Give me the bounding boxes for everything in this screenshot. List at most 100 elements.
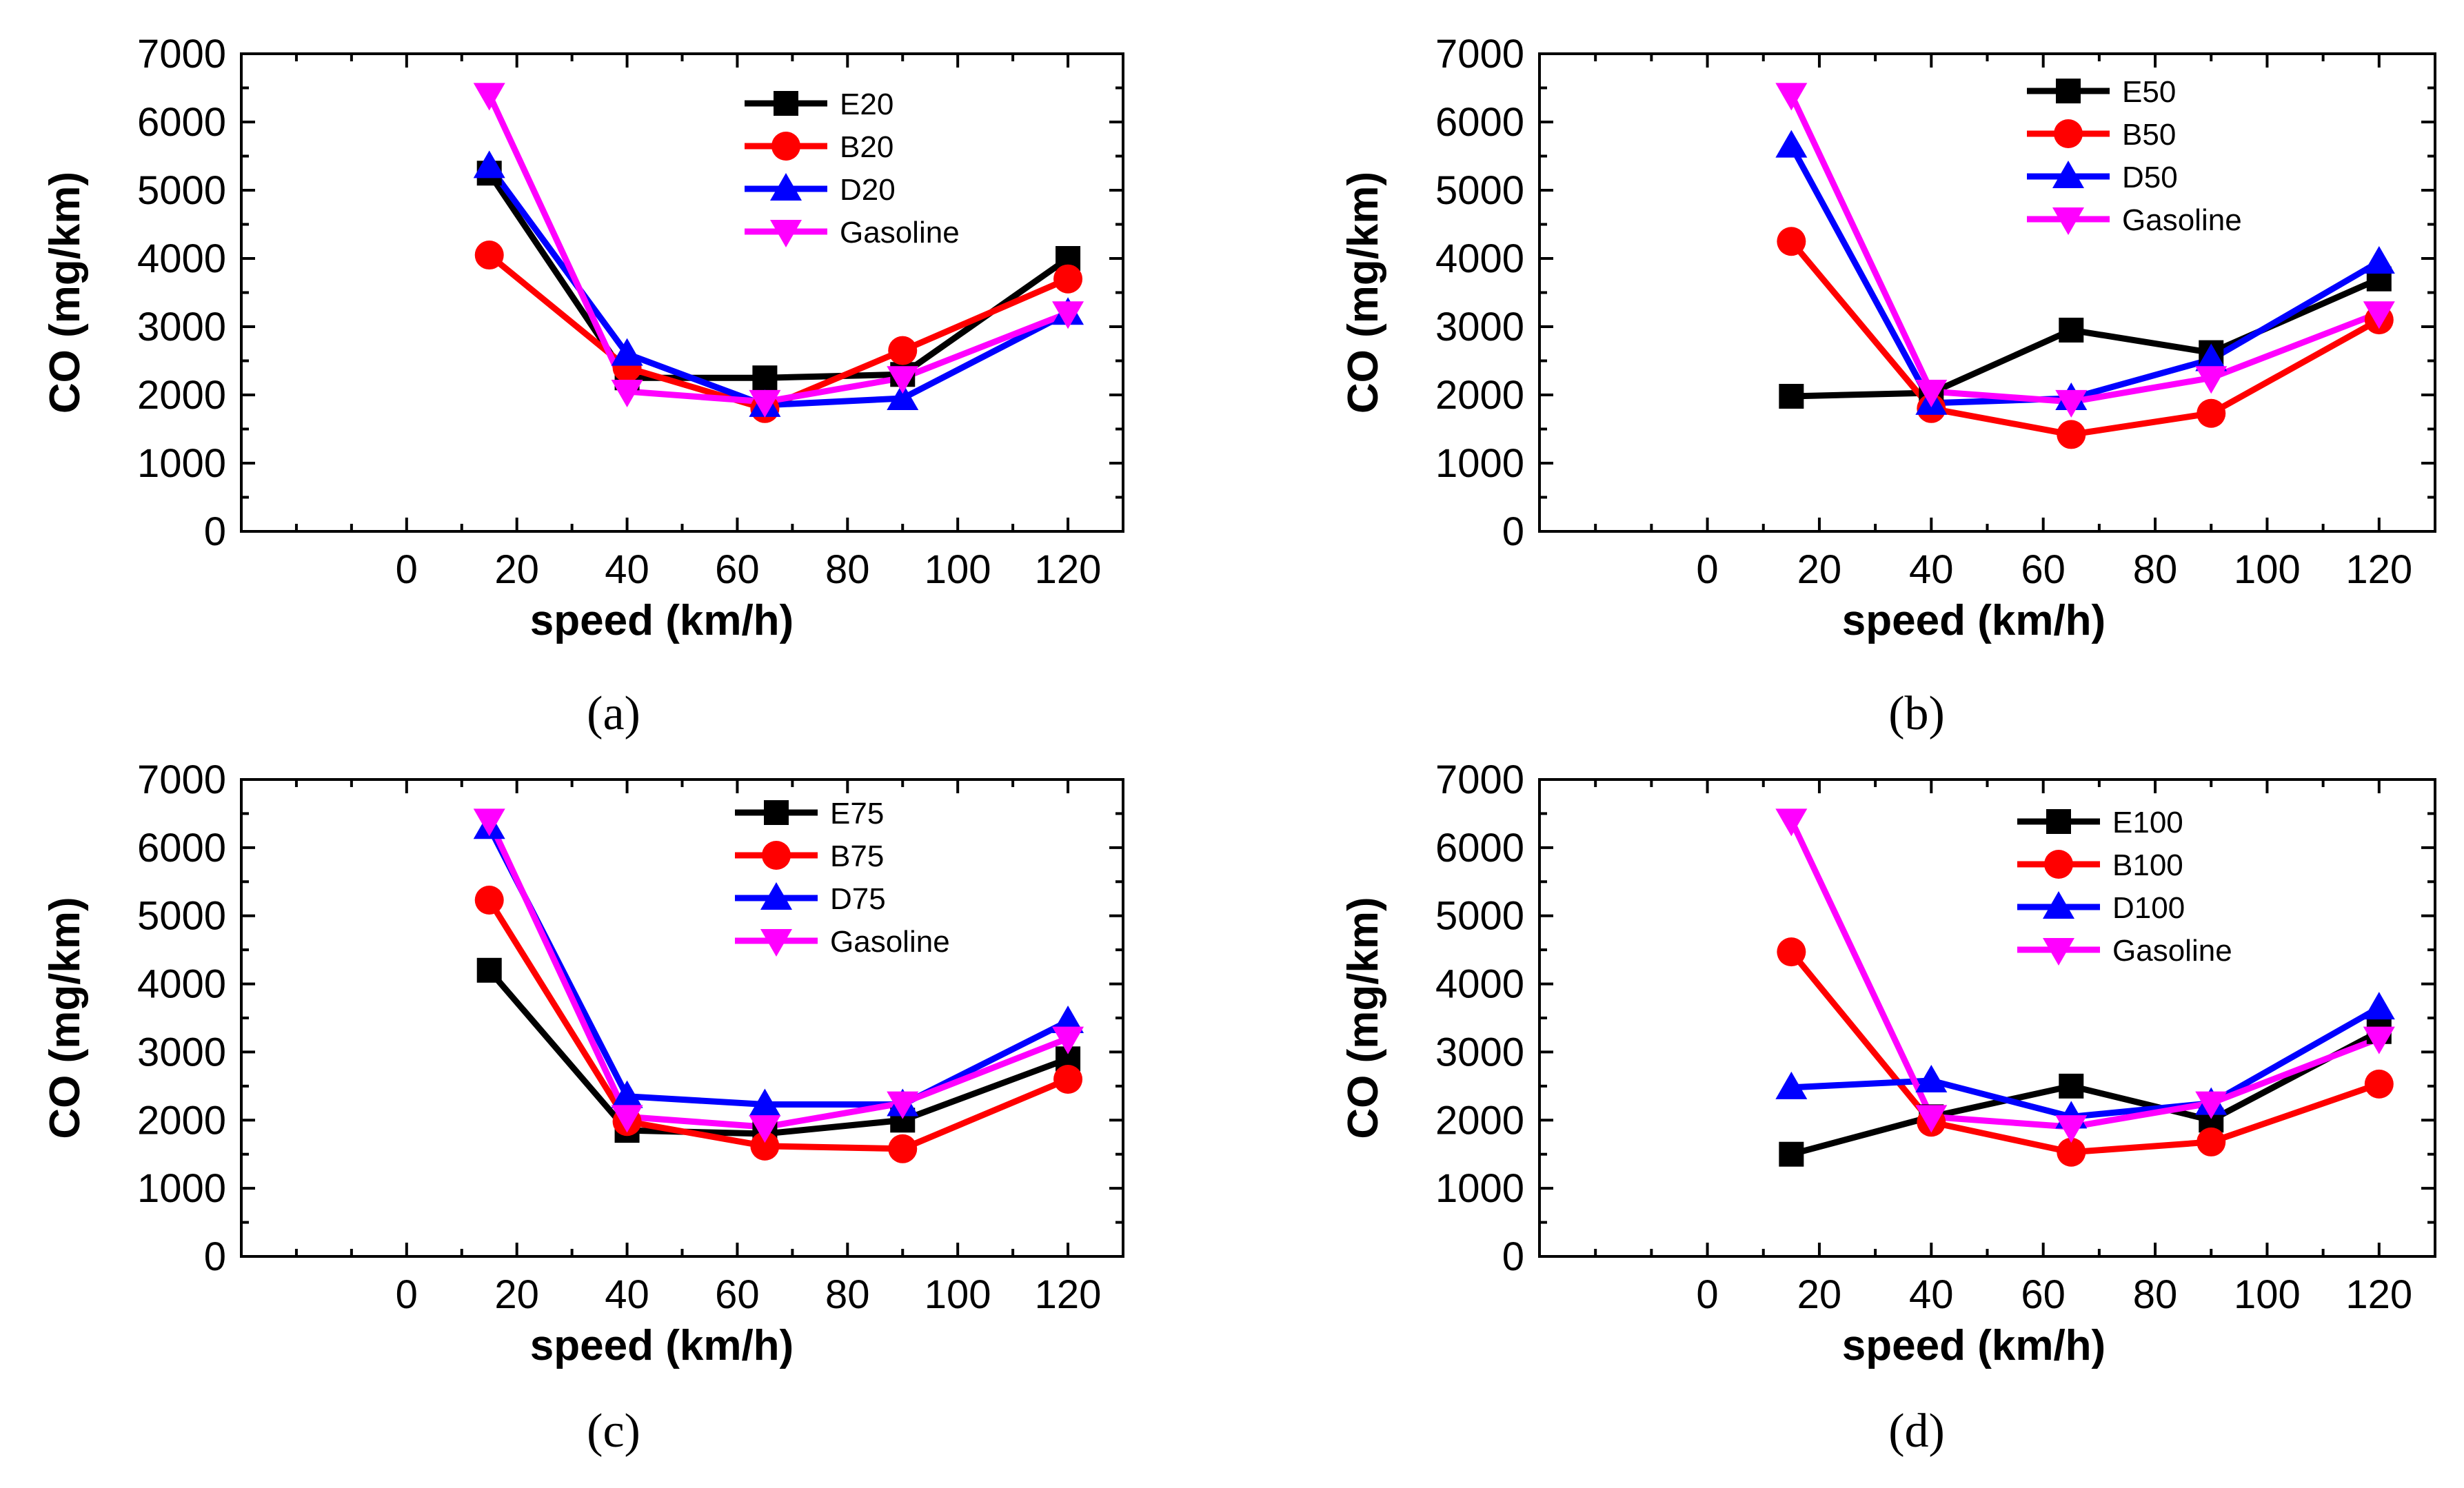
data-point-gasoline	[473, 808, 505, 837]
data-point-gasoline	[887, 366, 919, 394]
x-tick-label: 60	[2021, 1272, 2066, 1317]
series-line-gasoline	[1788, 93, 2381, 405]
x-tick-label: 40	[1909, 547, 1954, 592]
y-tick-label: 1000	[1435, 441, 1524, 486]
legend-marker-d75	[760, 882, 792, 910]
legend-label: E75	[830, 797, 884, 830]
y-tick-label: 6000	[1435, 826, 1524, 870]
x-tick-label: 100	[2234, 1272, 2301, 1317]
x-tick-label: 20	[494, 547, 539, 592]
legend-marker-d20	[770, 173, 802, 201]
data-point-b75	[888, 1134, 918, 1163]
data-point-e50	[1779, 383, 1804, 409]
legend-marker-b20	[771, 132, 800, 161]
data-point-b50	[2197, 398, 2226, 428]
x-tick-label: 120	[1035, 547, 1102, 592]
y-tick-label: 4000	[1435, 236, 1524, 281]
data-point-e75	[476, 957, 502, 983]
chart-panel-d: 0 20 40 60 80 100 120 0 1000 2000 3000 4000 5000 6000…	[1340, 757, 2436, 1458]
x-tick-label: 80	[2133, 1272, 2178, 1317]
panel-caption: (d)	[1888, 1405, 1945, 1458]
x-axis-title: speed (km/h)	[530, 597, 794, 644]
legend-marker-gasoline	[770, 220, 802, 247]
x-tick-label: 40	[605, 1272, 649, 1317]
y-tick-label: 0	[1502, 1234, 1524, 1279]
y-tick-label: 3000	[137, 1030, 226, 1074]
y-axis-title: CO (mg/km)	[1340, 172, 1387, 414]
data-point-gasoline	[1915, 380, 1948, 408]
data-point-gasoline	[473, 83, 505, 111]
x-tick-label: 20	[1797, 1272, 1842, 1317]
data-point-d20	[887, 382, 919, 410]
series-line-e50	[1791, 276, 2381, 400]
x-tick-label: 120	[2345, 547, 2412, 592]
data-point-e100	[2059, 1073, 2084, 1099]
x-tick-label: 120	[2345, 1272, 2412, 1317]
legend-label: Gasoline	[830, 925, 950, 959]
x-tick-label: 0	[1696, 1272, 1718, 1317]
y-tick-label: 7000	[1435, 32, 1524, 77]
data-point-d50	[1775, 130, 1808, 158]
x-tick-label: 40	[605, 547, 649, 592]
x-tick-label: 100	[925, 547, 991, 592]
data-point-b20	[1053, 264, 1083, 294]
chart-panel-a: 0 20 40 60 80 100 120 0 1000 2000 3000 4000 5000 6000…	[41, 32, 1124, 740]
legend-label: E100	[2112, 806, 2183, 839]
y-tick-label: 2000	[137, 1098, 226, 1143]
data-point-gasoline	[2195, 366, 2228, 394]
plot-frame	[240, 778, 1124, 1258]
y-axis-title: CO (mg/km)	[41, 172, 89, 414]
x-axis-title: speed (km/h)	[1842, 597, 2105, 644]
data-point-d100	[1775, 1071, 1808, 1099]
y-tick-label: 0	[204, 509, 226, 554]
y-tick-label: 0	[1502, 509, 1524, 554]
y-tick-label: 1000	[137, 441, 226, 486]
data-point-d20	[473, 150, 505, 179]
legend-label: B50	[2122, 118, 2176, 152]
y-tick-label: 1000	[137, 1166, 226, 1211]
legend-marker-gasoline	[2052, 207, 2084, 235]
data-point-b100	[1777, 937, 1806, 967]
y-tick-label: 4000	[137, 236, 226, 281]
legend-marker-gasoline	[760, 929, 792, 957]
data-point-b100	[2197, 1127, 2226, 1156]
legend-label: D20	[840, 173, 896, 207]
x-tick-label: 60	[715, 1272, 760, 1317]
data-point-gasoline	[2363, 1026, 2395, 1054]
y-tick-label: 3000	[1435, 305, 1524, 349]
x-tick-label: 0	[396, 1272, 418, 1317]
data-point-d75	[611, 1080, 643, 1108]
y-tick-label: 2000	[137, 373, 226, 418]
legend-marker-d100	[2043, 891, 2074, 919]
data-point-gasoline	[1775, 83, 1808, 111]
x-tick-label: 40	[1909, 1272, 1954, 1317]
data-point-gasoline	[611, 380, 643, 408]
data-point-gasoline	[2195, 1091, 2228, 1119]
x-axis-title: speed (km/h)	[1842, 1322, 2105, 1369]
series-line-b50	[1788, 239, 2381, 438]
chart-panel-b: 0 20 40 60 80 100 120 0 1000 2000 3000 4000 5000 6000…	[1340, 32, 2436, 740]
y-tick-label: 6000	[1435, 100, 1524, 145]
y-tick-label: 4000	[1435, 962, 1524, 1007]
x-tick-label: 0	[396, 547, 418, 592]
data-point-gasoline	[611, 1105, 643, 1133]
data-point-b20	[888, 336, 918, 365]
data-point-gasoline	[749, 389, 781, 418]
legend-label: Gasoline	[2112, 934, 2232, 968]
y-tick-label: 0	[204, 1234, 226, 1279]
data-point-e100	[1779, 1141, 1804, 1167]
legend-marker-e75	[764, 800, 789, 825]
data-point-gasoline	[887, 1091, 919, 1119]
y-axis-title: CO (mg/km)	[41, 897, 89, 1139]
x-axis-title: speed (km/h)	[530, 1322, 794, 1369]
data-point-gasoline	[2363, 301, 2395, 329]
data-point-d100	[2363, 992, 2395, 1020]
x-tick-label: 80	[825, 547, 870, 592]
legend-label: E50	[2122, 75, 2176, 109]
y-tick-label: 1000	[1435, 1166, 1524, 1211]
legend-marker-d50	[2052, 161, 2084, 188]
data-point-d50	[2195, 343, 2228, 371]
data-point-gasoline	[1915, 1105, 1948, 1133]
panel-caption: (c)	[587, 1405, 640, 1458]
x-tick-label: 100	[2234, 547, 2301, 592]
